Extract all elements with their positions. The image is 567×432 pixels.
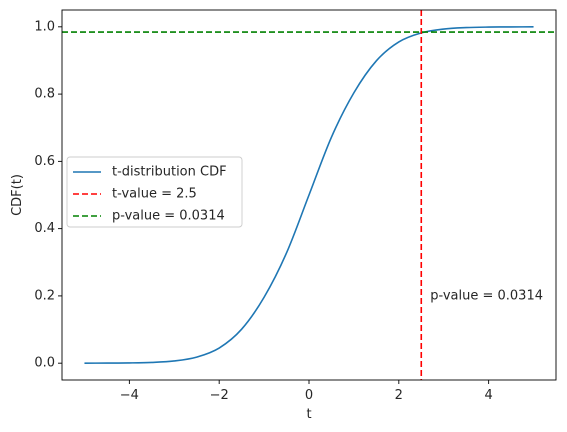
legend-label-cdf: t-distribution CDF xyxy=(112,165,227,180)
x-axis: −4 −2 0 2 4 xyxy=(120,380,493,403)
y-tick-label: 0.2 xyxy=(34,288,55,303)
cdf-series-line xyxy=(84,26,534,364)
y-tick-label: 0.6 xyxy=(34,154,55,169)
p-value-annotation: p-value = 0.0314 xyxy=(430,288,543,303)
x-tick-label: −4 xyxy=(120,388,139,403)
x-tick-label: 0 xyxy=(305,388,313,403)
x-tick-label: 4 xyxy=(484,388,492,403)
y-axis-label: CDF(t) xyxy=(10,174,25,216)
y-tick-label: 0.8 xyxy=(34,87,55,102)
legend-label-p-value: p-value = 0.0314 xyxy=(112,209,225,224)
x-tick-label: −2 xyxy=(210,388,229,403)
y-tick-label: 1.0 xyxy=(34,19,55,34)
x-tick-label: 2 xyxy=(395,388,403,403)
y-tick-label: 0.4 xyxy=(34,221,55,236)
x-axis-label: t xyxy=(306,407,311,422)
legend-frame xyxy=(66,156,243,228)
y-tick-label: 0.0 xyxy=(34,356,55,371)
legend: t-distribution CDF t-value = 2.5 p-value… xyxy=(66,156,243,228)
y-axis: 0.0 0.2 0.4 0.6 0.8 1.0 xyxy=(34,19,62,371)
legend-label-t-value: t-value = 2.5 xyxy=(112,187,197,202)
